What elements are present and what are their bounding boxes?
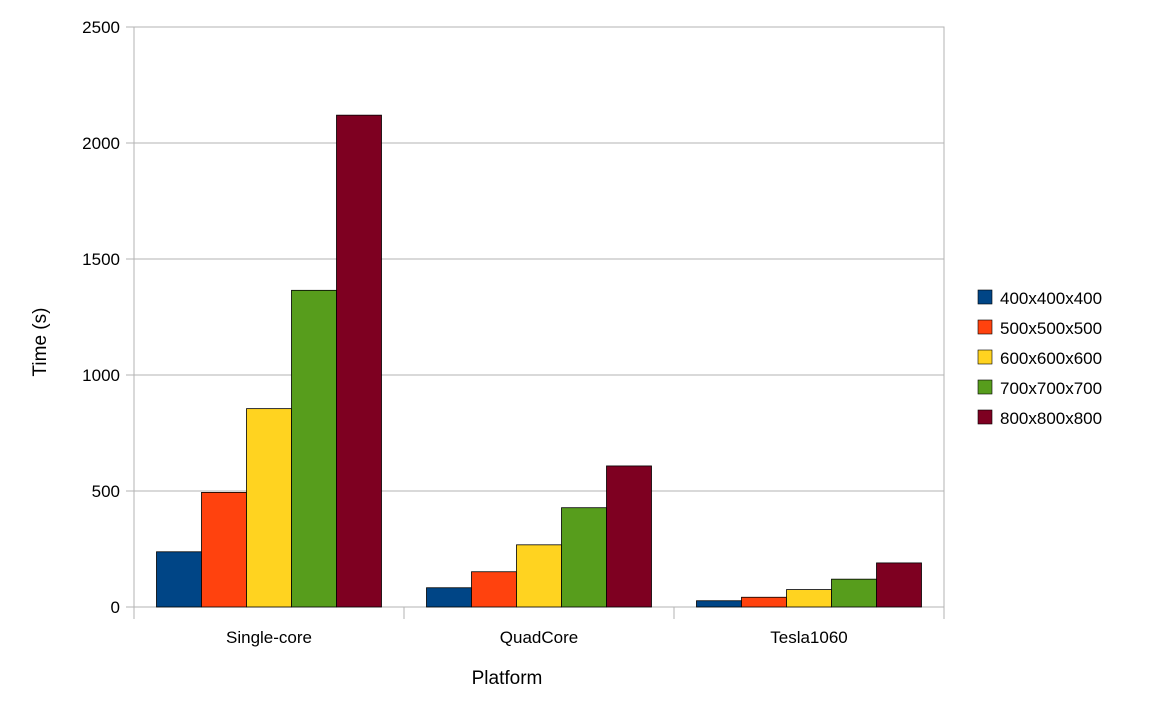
bar [606, 465, 652, 608]
legend-swatch [977, 409, 993, 425]
y-tick-label: 1000 [82, 366, 120, 385]
y-tick-label: 1500 [82, 250, 120, 269]
bar [201, 491, 247, 608]
bars [156, 114, 922, 608]
legend: 400x400x400 500x500x500 600x600x600 700x700… [977, 289, 1102, 428]
x-tick-label: Tesla1060 [770, 628, 848, 647]
bar [156, 551, 202, 608]
legend-label: 700x700x700 [1000, 379, 1102, 398]
legend-swatch [977, 379, 993, 395]
x-tick-label: QuadCore [500, 628, 578, 647]
legend-label: 400x400x400 [1000, 289, 1102, 308]
legend-swatch [977, 349, 993, 365]
y-axis-title: Time (s) [30, 308, 51, 377]
x-axis-title: Platform [472, 668, 543, 689]
legend-label: 800x800x800 [1000, 409, 1102, 428]
bar [831, 578, 877, 608]
y-tick-label: 500 [92, 482, 120, 501]
y-tick-label: 2000 [82, 134, 120, 153]
x-tick-labels: Single-core QuadCore Tesla1060 [226, 628, 848, 647]
y-tick-labels: 0 500 1000 1500 2000 2500 [82, 18, 120, 617]
bar [291, 289, 337, 608]
bar [336, 114, 382, 608]
y-tick-label: 0 [111, 598, 120, 617]
bar [876, 562, 922, 608]
bar [246, 408, 292, 608]
bar [696, 600, 742, 608]
legend-label: 500x500x500 [1000, 319, 1102, 338]
legend-swatch [977, 319, 993, 335]
bar [516, 544, 562, 608]
bar [561, 507, 607, 608]
bar [786, 589, 832, 608]
y-tick-label: 2500 [82, 18, 120, 37]
axes [126, 26, 945, 619]
bar [426, 587, 472, 608]
x-tick-label: Single-core [226, 628, 312, 647]
legend-swatch [977, 289, 993, 305]
bar [741, 596, 787, 608]
bar [471, 571, 517, 608]
legend-label: 600x600x600 [1000, 349, 1102, 368]
